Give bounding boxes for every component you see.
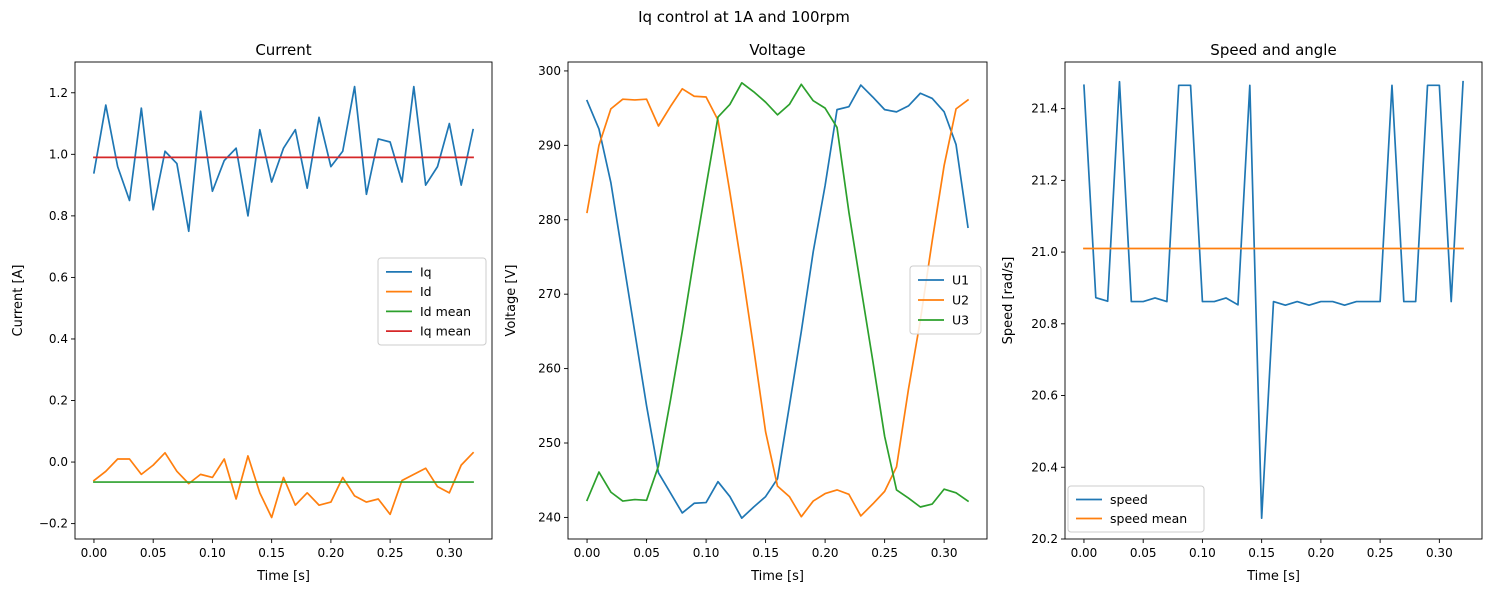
y-tick-label: 1.0	[49, 147, 68, 161]
legend-label: U1	[952, 273, 969, 288]
legend: speed speed mean	[1067, 485, 1205, 533]
x-tick-label: 0.25	[871, 546, 898, 560]
x-tick-label: 0.05	[1130, 546, 1157, 560]
y-tick-label: 0.2	[49, 394, 68, 408]
y-tick-label: 20.6	[1031, 389, 1058, 403]
series-line-u1	[585, 84, 969, 520]
legend-label: U3	[952, 313, 969, 328]
series-line-iq	[92, 85, 475, 233]
y-tick-label: 21.2	[1031, 173, 1058, 187]
chart-title: Speed and angle	[1210, 41, 1336, 59]
legend-label: Iq mean	[420, 324, 471, 339]
series-line-id	[92, 451, 475, 519]
y-tick-label: 21.4	[1031, 102, 1058, 116]
y-tick-label: 0.6	[49, 270, 68, 284]
legend-label: U2	[952, 293, 969, 308]
x-tick-label: 0.20	[812, 546, 839, 560]
axes-frame	[567, 61, 988, 540]
y-tick-label: 250	[538, 436, 561, 450]
series-lines	[585, 81, 970, 520]
y-tick-label: 20.8	[1031, 317, 1058, 331]
legend-label: Iq	[420, 264, 432, 279]
chart-panel-2: Voltage 0.00 0.05 0.10 0.15 0.20 0.25 0.30 240 25…	[504, 41, 988, 584]
x-tick-label: 0.30	[1426, 546, 1453, 560]
x-tick-label: 0.25	[377, 546, 404, 560]
x-tick-label: 0.10	[693, 546, 720, 560]
x-axis-label: Time [s]	[750, 569, 804, 584]
x-tick-label: 0.05	[140, 546, 167, 560]
x-tick-label: 0.30	[436, 546, 463, 560]
x-tick-label: 0.00	[574, 546, 601, 560]
x-tick-label: 0.10	[1189, 546, 1216, 560]
y-tick-label: −0.2	[39, 517, 68, 531]
x-tick-label: 0.00	[81, 546, 108, 560]
series-lines	[92, 85, 475, 519]
x-tick-label: 0.15	[258, 546, 285, 560]
figure-suptitle: Iq control at 1A and 100rpm	[638, 8, 850, 26]
series-line-speed	[1083, 80, 1464, 520]
x-tick-label: 0.30	[931, 546, 958, 560]
y-axis-label: Speed [rad/s]	[1001, 257, 1016, 345]
axes-frame	[74, 61, 493, 540]
y-tick-label: 300	[538, 64, 561, 78]
chart-title: Voltage	[749, 41, 805, 59]
x-tick-label: 0.20	[318, 546, 345, 560]
y-tick-label: 240	[538, 510, 561, 524]
series-line-u2	[586, 87, 970, 518]
y-tick-label: 270	[538, 287, 561, 301]
y-tick-label: 21.0	[1031, 245, 1058, 259]
series-lines	[1083, 80, 1464, 520]
legend: U1 U2 U3	[909, 265, 982, 335]
y-tick-label: 20.4	[1031, 460, 1058, 474]
x-tick-label: 0.25	[1367, 546, 1394, 560]
legend-box	[377, 257, 487, 346]
y-tick-label: 290	[538, 138, 561, 152]
y-tick-label: 260	[538, 362, 561, 376]
x-axis-label: Time [s]	[1246, 569, 1300, 584]
y-tick-label: 0.8	[49, 209, 68, 223]
legend-box	[909, 265, 982, 335]
x-tick-label: 0.00	[1071, 546, 1098, 560]
y-tick-label: 280	[538, 213, 561, 227]
chart-panel-3: Speed and angle 0.00 0.05 0.10 0.15 0.20 0.25 0…	[1001, 41, 1483, 584]
legend-label: Id	[420, 284, 432, 299]
axes-frame	[1064, 61, 1483, 540]
y-tick-label: 0.4	[49, 332, 68, 346]
x-tick-label: 0.20	[1308, 546, 1335, 560]
chart-title: Current	[255, 41, 311, 59]
y-axis-label: Current [A]	[11, 265, 26, 337]
x-tick-label: 0.05	[633, 546, 660, 560]
x-tick-label: 0.15	[1248, 546, 1275, 560]
legend: Iq Id Id mean Iq mean	[377, 257, 487, 346]
legend-label: Id mean	[420, 304, 471, 319]
legend-label: speed	[1110, 492, 1148, 507]
y-tick-label: 20.2	[1031, 532, 1058, 546]
y-axis-label: Voltage [V]	[504, 265, 519, 337]
legend-label: speed mean	[1110, 511, 1187, 526]
y-tick-label: 1.2	[49, 86, 68, 100]
x-tick-label: 0.10	[199, 546, 226, 560]
y-tick-label: 0.0	[49, 455, 68, 469]
x-axis-label: Time [s]	[256, 569, 310, 584]
x-tick-label: 0.15	[752, 546, 779, 560]
chart-panel-1: Current 0.00 0.05 0.10 0.15 0.20 0.25 0.30 −0.2 0…	[11, 41, 493, 584]
series-line-u3	[585, 81, 970, 508]
legend-box	[1067, 485, 1205, 533]
